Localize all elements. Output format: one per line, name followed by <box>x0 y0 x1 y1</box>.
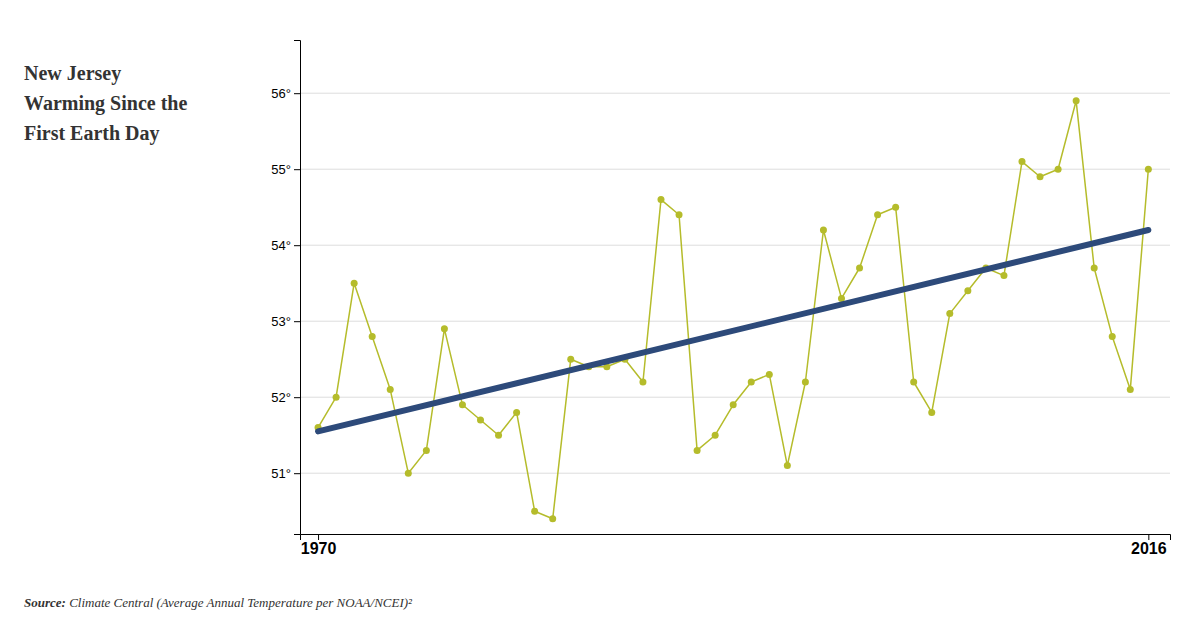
x-tick-mark <box>1148 534 1149 540</box>
point <box>784 462 791 469</box>
y-tick-mark <box>294 245 300 246</box>
title: Warming Since the <box>24 92 187 115</box>
grid <box>300 93 1170 473</box>
x-axis: 1970 2016 <box>301 534 1171 557</box>
point <box>730 401 737 408</box>
y-tick: 55° <box>271 162 300 177</box>
point <box>910 379 917 386</box>
point <box>459 401 466 408</box>
grid-line <box>300 321 1170 322</box>
point <box>441 325 448 332</box>
point <box>1073 97 1080 104</box>
point <box>657 196 664 203</box>
point <box>1091 265 1098 272</box>
source-part: Source: <box>24 595 66 610</box>
point <box>1055 166 1062 173</box>
data <box>315 97 1152 522</box>
x-tick-mark <box>318 534 319 540</box>
y-tick: 56° <box>271 86 300 101</box>
point <box>567 356 574 363</box>
point <box>405 470 412 477</box>
point <box>946 310 953 317</box>
y-tick-label: 51° <box>271 466 291 481</box>
y-tick: 52° <box>271 390 300 405</box>
y-axis: 51° 52° 53° 54° 55° 56° <box>271 41 300 535</box>
title: New Jersey <box>24 62 121 85</box>
point <box>1037 173 1044 180</box>
y-tick-label: 53° <box>271 314 291 329</box>
source: Source: Climate Central (Average Annual … <box>24 595 413 610</box>
x-tick: 1970 <box>301 534 337 557</box>
point <box>856 265 863 272</box>
point <box>495 432 502 439</box>
point <box>1127 386 1134 393</box>
point <box>477 417 484 424</box>
point <box>802 379 809 386</box>
x-axis-line <box>301 535 1171 541</box>
point <box>387 386 394 393</box>
y-tick-mark <box>294 93 300 94</box>
point <box>1109 333 1116 340</box>
grid-line <box>300 169 1170 170</box>
title-group: New Jersey Warming Since the First Earth D… <box>24 62 187 145</box>
point <box>892 204 899 211</box>
y-tick-mark <box>294 397 300 398</box>
x-tick-label: 2016 <box>1131 540 1167 557</box>
point <box>351 280 358 287</box>
grid-line <box>300 245 1170 246</box>
x-tick-label: 1970 <box>301 540 337 557</box>
point <box>369 333 376 340</box>
grid-line <box>300 473 1170 474</box>
point <box>639 379 646 386</box>
point <box>928 409 935 416</box>
y-tick-mark <box>294 169 300 170</box>
y-tick-label: 56° <box>271 86 291 101</box>
series-line <box>318 101 1148 519</box>
y-tick-mark <box>294 473 300 474</box>
point <box>531 508 538 515</box>
x-tick: 2016 <box>1131 534 1167 557</box>
point <box>964 287 971 294</box>
title: First Earth Day <box>24 122 160 145</box>
point <box>694 447 701 454</box>
y-tick: 51° <box>271 466 300 481</box>
point <box>766 371 773 378</box>
grid-line <box>300 397 1170 398</box>
point <box>820 227 827 234</box>
source-part: Climate Central (Average Annual Temperat… <box>66 595 413 610</box>
y-axis-line <box>294 41 301 535</box>
point <box>423 447 430 454</box>
y-tick-label: 55° <box>271 162 291 177</box>
point <box>333 394 340 401</box>
point <box>513 409 520 416</box>
point <box>712 432 719 439</box>
point <box>1000 272 1007 279</box>
trend-line <box>318 230 1148 431</box>
point <box>549 515 556 522</box>
y-tick-mark <box>294 321 300 322</box>
y-tick-label: 52° <box>271 390 291 405</box>
y-tick-label: 54° <box>271 238 291 253</box>
chart: New Jersey Warming Since the First Earth D… <box>0 0 1200 629</box>
y-tick: 54° <box>271 238 300 253</box>
point <box>1018 158 1025 165</box>
grid-line <box>300 93 1170 94</box>
plot: 1970 2016 51° 52° 53° 54° 55° 56° <box>271 41 1170 558</box>
point <box>748 379 755 386</box>
y-tick: 53° <box>271 314 300 329</box>
point <box>1145 166 1152 173</box>
point <box>874 211 881 218</box>
point <box>676 211 683 218</box>
